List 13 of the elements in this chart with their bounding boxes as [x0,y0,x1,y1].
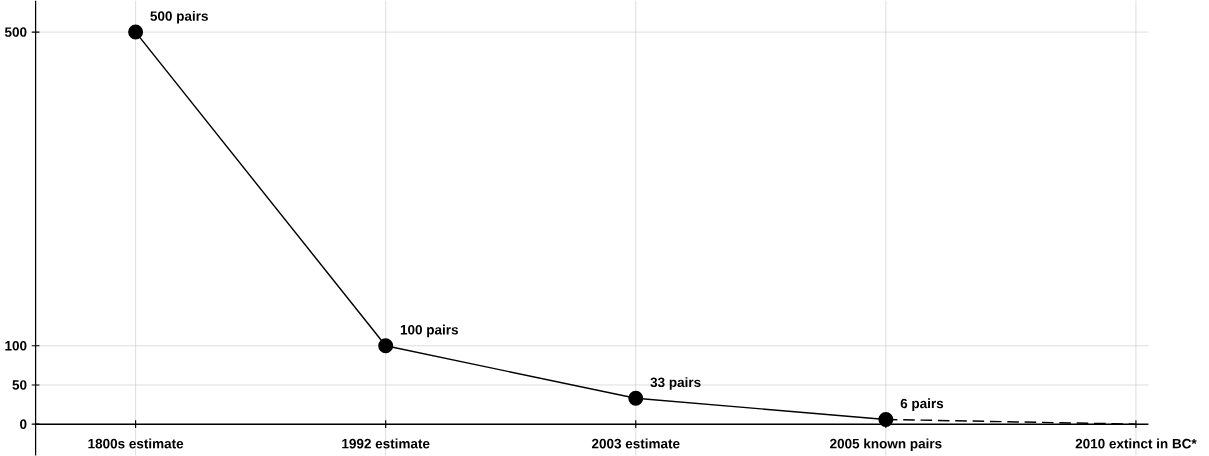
x-tick-label: 2003 estimate [591,438,680,449]
x-tick-label: 1992 estimate [342,438,430,449]
x-tick-label: 1800s estimate [88,438,184,449]
y-tick-label: 500 [4,27,27,37]
y-tick-label: 50 [12,380,27,390]
x-tick-label: 2005 known pairs [830,438,942,451]
y-tick-label: 0 [20,419,27,429]
x-tick-label: 2010 extinct in BC* [1075,438,1197,449]
data-label: 6 pairs [900,398,944,411]
data-label: 33 pairs [650,377,701,390]
data-label: 500 pairs [150,10,208,24]
y-tick-label: 100 [5,340,27,351]
data-label: 100 pairs [400,324,458,338]
